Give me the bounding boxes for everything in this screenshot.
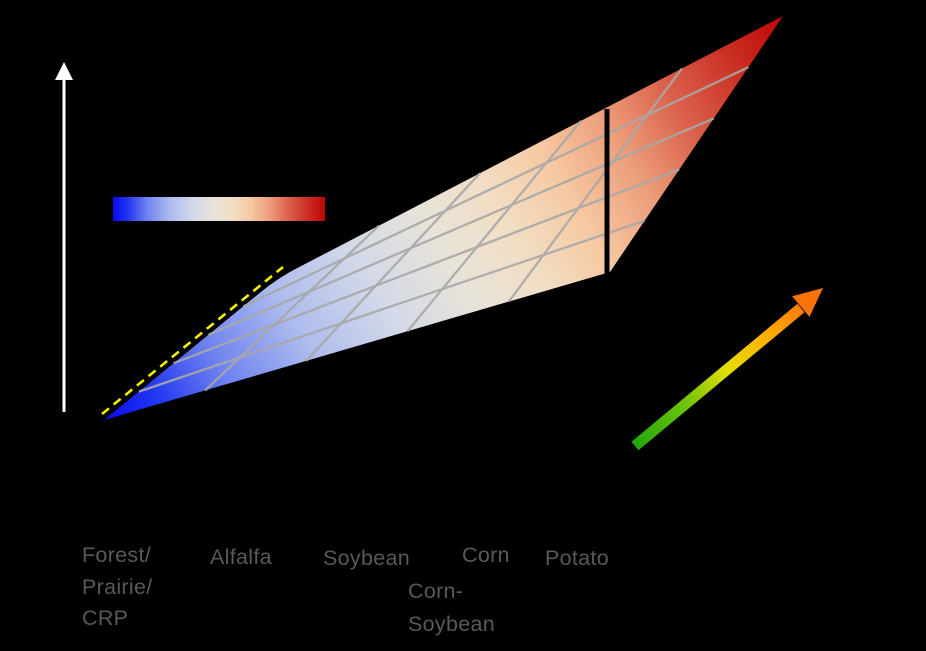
surface [104, 16, 783, 420]
gradient-arrow [631, 288, 823, 451]
surface-grid [138, 66, 749, 393]
y-axis-arrow-head [55, 62, 73, 80]
gradient-arrow-head [792, 288, 823, 317]
gradient-arrow-shaft [631, 303, 805, 451]
colorbar-legend [113, 197, 325, 221]
y-axis-arrow [55, 62, 73, 412]
dashed-transect-line [101, 265, 284, 416]
